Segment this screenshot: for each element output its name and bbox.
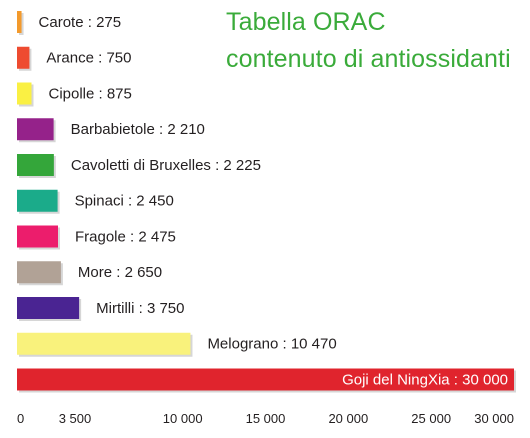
bar-label-goji-del-ningxia: Goji del NingXia : 30 000	[342, 371, 508, 388]
bar-label-carote: Carote : 275	[39, 14, 122, 31]
x-tick-label: 10 000	[163, 411, 203, 426]
chart-title-line-1: Tabella ORAC	[226, 8, 386, 36]
bar-label-melograno: Melograno : 10 470	[207, 336, 336, 353]
bar-melograno	[17, 332, 191, 355]
chart-title-line-2: contenuto di antiossidanti	[226, 45, 511, 73]
x-tick-label: 3 500	[59, 411, 92, 426]
bar-label-cipolle: Cipolle : 875	[48, 85, 131, 102]
x-tick-label: 0	[17, 411, 24, 426]
bar-cavoletti-di-bruxelles	[17, 154, 54, 176]
bar-arance	[17, 46, 30, 69]
bar-label-barbabietole: Barbabietole : 2 210	[71, 121, 205, 138]
x-tick-label: 15 000	[246, 411, 286, 426]
x-tick-label: 30 000	[474, 411, 514, 426]
bar-carote	[17, 11, 22, 33]
bar-label-fragole: Fragole : 2 475	[75, 228, 176, 245]
bar-label-arance: Arance : 750	[46, 50, 131, 67]
bar-fragole	[17, 225, 59, 248]
bar-cipolle	[17, 82, 32, 105]
bar-barbabietole	[17, 118, 54, 141]
x-tick-label: 25 000	[411, 411, 451, 426]
bar-spinaci	[17, 189, 58, 212]
bar-goji-del-ningxia	[17, 368, 514, 391]
bar-label-more: More : 2 650	[78, 264, 162, 281]
bar-label-cavoletti-di-bruxelles: Cavoletti di Bruxelles : 2 225	[71, 157, 261, 174]
bar-label-mirtilli: Mirtilli : 3 750	[96, 300, 184, 317]
bar-label-spinaci: Spinaci : 2 450	[75, 193, 174, 210]
bar-mirtilli	[17, 297, 80, 319]
x-tick-label: 20 000	[328, 411, 368, 426]
bar-more	[17, 261, 61, 284]
